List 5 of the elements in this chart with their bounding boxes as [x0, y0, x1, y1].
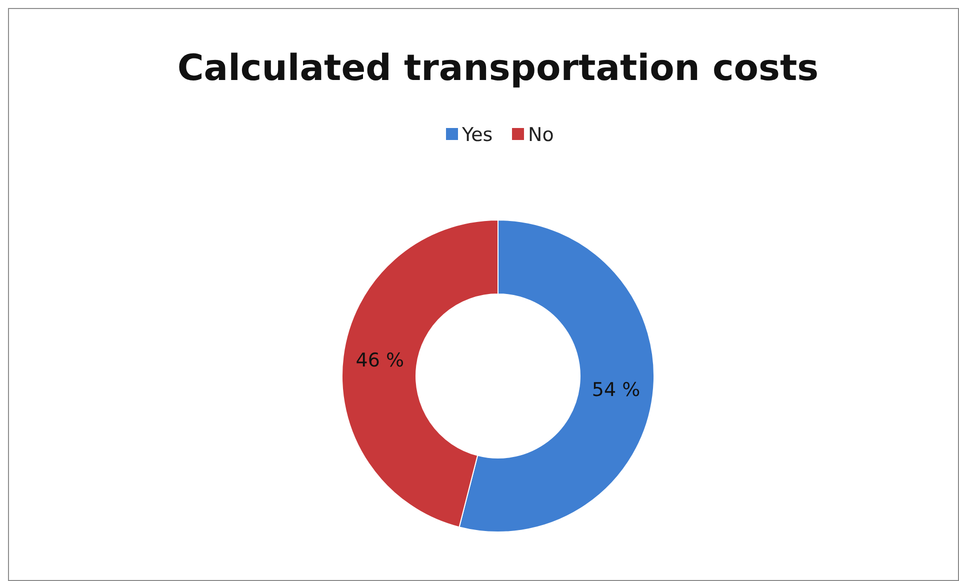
legend-label: No [528, 124, 554, 146]
legend-label: Yes [461, 124, 493, 146]
data-label: 46 % [356, 349, 404, 372]
data-label: 54 % [592, 379, 640, 402]
chart-title: Calculated transportation costs [177, 48, 819, 89]
